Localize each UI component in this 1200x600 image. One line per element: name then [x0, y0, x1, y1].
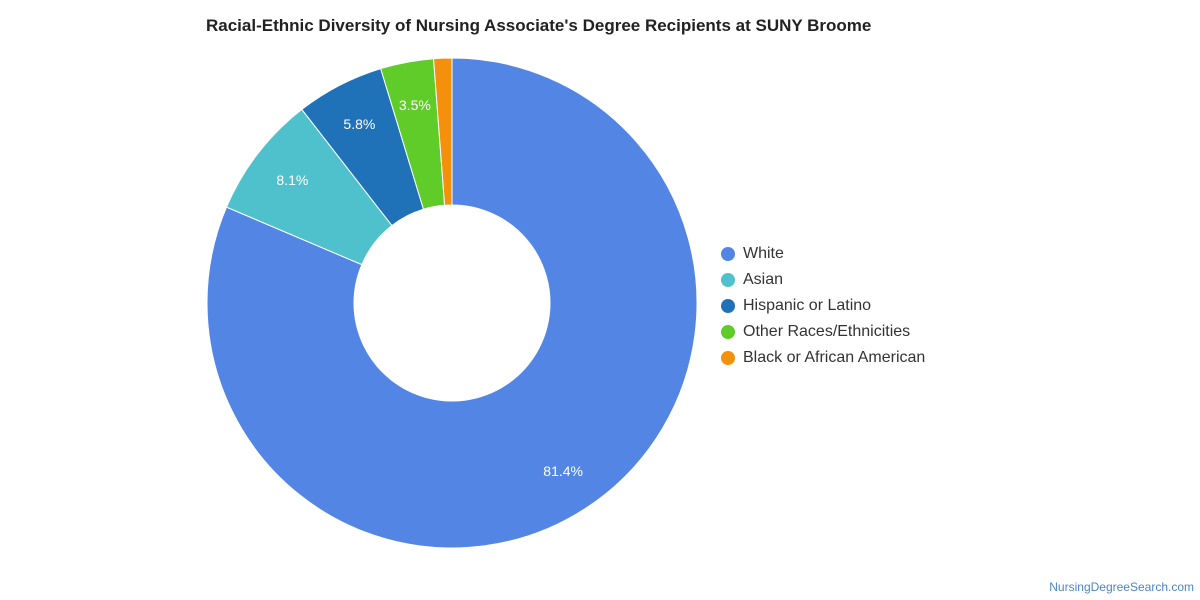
legend-item-asian[interactable]: Asian [721, 267, 925, 293]
legend-item-white[interactable]: White [721, 241, 925, 267]
legend-label: Hispanic or Latino [743, 297, 872, 314]
donut-slice-white[interactable] [206, 57, 698, 549]
legend-swatch [721, 299, 735, 313]
legend: White Asian Hispanic or Latino Other Rac… [721, 241, 925, 371]
legend-label: Other Races/Ethnicities [743, 323, 911, 340]
donut-slice-black-or-african-american[interactable] [433, 57, 453, 206]
legend-label: White [743, 245, 784, 262]
legend-label: Asian [743, 271, 784, 288]
slice-label: 3.5% [399, 97, 431, 113]
slice-label: 5.8% [343, 116, 375, 132]
legend-swatch [721, 273, 735, 287]
footer-credit[interactable]: NursingDegreeSearch.com [1049, 580, 1194, 594]
legend-swatch [721, 351, 735, 365]
slice-label: 81.4% [543, 463, 583, 479]
slice-label: 8.1% [276, 172, 308, 188]
legend-swatch [721, 247, 735, 261]
legend-swatch [721, 325, 735, 339]
legend-item-hispanic-or-latino[interactable]: Hispanic or Latino [721, 293, 925, 319]
legend-item-other-races[interactable]: Other Races/Ethnicities [721, 319, 925, 345]
legend-item-black-or-african-american[interactable]: Black or African American [721, 345, 925, 371]
chart-title: Racial-Ethnic Diversity of Nursing Assoc… [206, 16, 872, 35]
legend-label: Black or African American [743, 349, 926, 366]
